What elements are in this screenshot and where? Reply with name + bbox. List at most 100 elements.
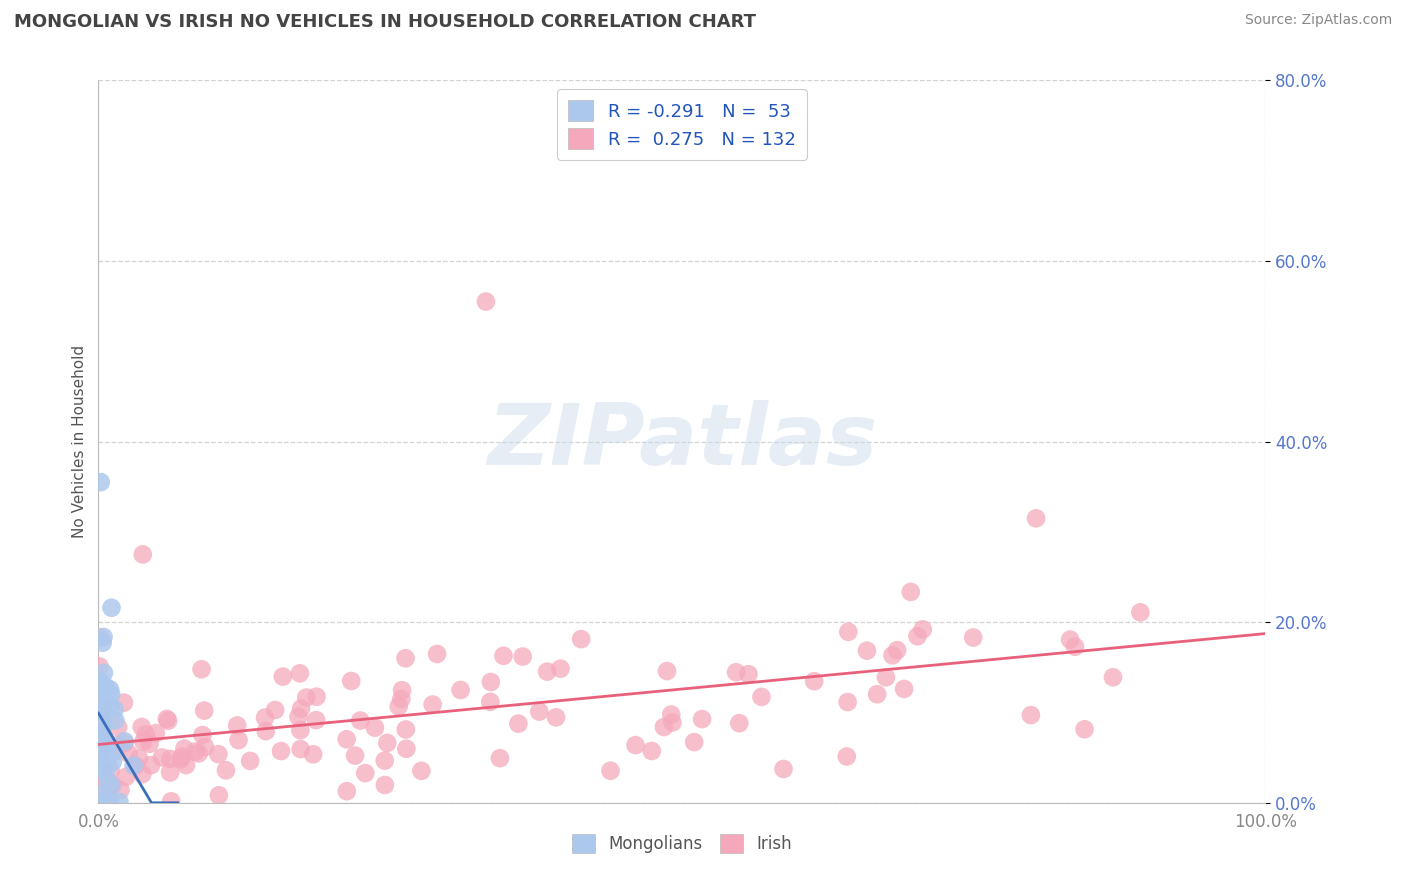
Point — [290, 723, 312, 738]
Point — [159, 765, 181, 780]
Point — [94, 680, 117, 694]
Point — [344, 748, 367, 763]
Point — [104, 714, 127, 728]
Point — [529, 705, 551, 719]
Point — [138, 737, 160, 751]
Point — [374, 778, 396, 792]
Point — [1059, 632, 1081, 647]
Point — [108, 795, 131, 809]
Point — [139, 758, 162, 772]
Point — [489, 751, 512, 765]
Point — [98, 682, 121, 697]
Point — [93, 705, 115, 719]
Point — [450, 683, 472, 698]
Point — [184, 745, 207, 759]
Point — [295, 690, 318, 705]
Point — [93, 700, 115, 714]
Point — [89, 698, 111, 713]
Point — [131, 720, 153, 734]
Point — [93, 739, 115, 754]
Point — [98, 795, 121, 809]
Point — [87, 714, 110, 729]
Point — [882, 648, 904, 663]
Point — [475, 294, 498, 309]
Point — [270, 744, 292, 758]
Point — [90, 744, 112, 758]
Point — [159, 752, 181, 766]
Point — [569, 632, 592, 646]
Point — [97, 774, 120, 789]
Point — [772, 762, 794, 776]
Point — [336, 732, 359, 747]
Point — [100, 764, 122, 778]
Point — [508, 716, 530, 731]
Point — [287, 709, 309, 723]
Point — [87, 750, 110, 764]
Point — [395, 741, 418, 756]
Point — [101, 778, 124, 792]
Point — [193, 704, 215, 718]
Point — [94, 795, 117, 809]
Text: ZIPatlas: ZIPatlas — [486, 400, 877, 483]
Point — [544, 710, 567, 724]
Point — [169, 752, 191, 766]
Point — [683, 735, 706, 749]
Point — [90, 716, 112, 731]
Point — [100, 779, 122, 793]
Point — [100, 600, 122, 615]
Point — [117, 747, 139, 761]
Point — [90, 787, 112, 801]
Point — [190, 662, 212, 676]
Point — [91, 764, 114, 778]
Point — [87, 702, 110, 716]
Point — [107, 738, 129, 752]
Point — [349, 714, 371, 728]
Point — [911, 623, 934, 637]
Y-axis label: No Vehicles in Household: No Vehicles in Household — [72, 345, 87, 538]
Point — [391, 683, 413, 698]
Point — [96, 773, 118, 788]
Point — [90, 718, 112, 732]
Point — [492, 648, 515, 663]
Point — [866, 687, 889, 701]
Point — [93, 731, 115, 746]
Point — [132, 734, 155, 748]
Point — [93, 719, 115, 733]
Point — [835, 749, 858, 764]
Point — [1064, 640, 1087, 654]
Point — [728, 716, 751, 731]
Point — [91, 636, 114, 650]
Point — [641, 744, 664, 758]
Point — [1129, 605, 1152, 619]
Point — [394, 651, 416, 665]
Point — [305, 690, 328, 704]
Point — [374, 754, 396, 768]
Point — [89, 674, 111, 689]
Point — [962, 631, 984, 645]
Point — [336, 784, 359, 798]
Point — [87, 736, 110, 750]
Point — [479, 675, 502, 690]
Point — [290, 742, 312, 756]
Point — [90, 707, 112, 722]
Point — [302, 747, 325, 762]
Point — [803, 674, 825, 689]
Point — [290, 701, 312, 715]
Point — [91, 681, 114, 695]
Point — [875, 670, 897, 684]
Point — [228, 733, 250, 747]
Point — [97, 759, 120, 773]
Point — [411, 764, 433, 778]
Point — [128, 751, 150, 765]
Point — [89, 733, 111, 747]
Point — [107, 720, 129, 734]
Point — [87, 711, 110, 725]
Point — [100, 688, 122, 702]
Point — [191, 728, 214, 742]
Point — [150, 750, 173, 764]
Point — [173, 741, 195, 756]
Point — [91, 698, 114, 712]
Point — [101, 755, 124, 769]
Point — [90, 735, 112, 749]
Point — [655, 664, 678, 678]
